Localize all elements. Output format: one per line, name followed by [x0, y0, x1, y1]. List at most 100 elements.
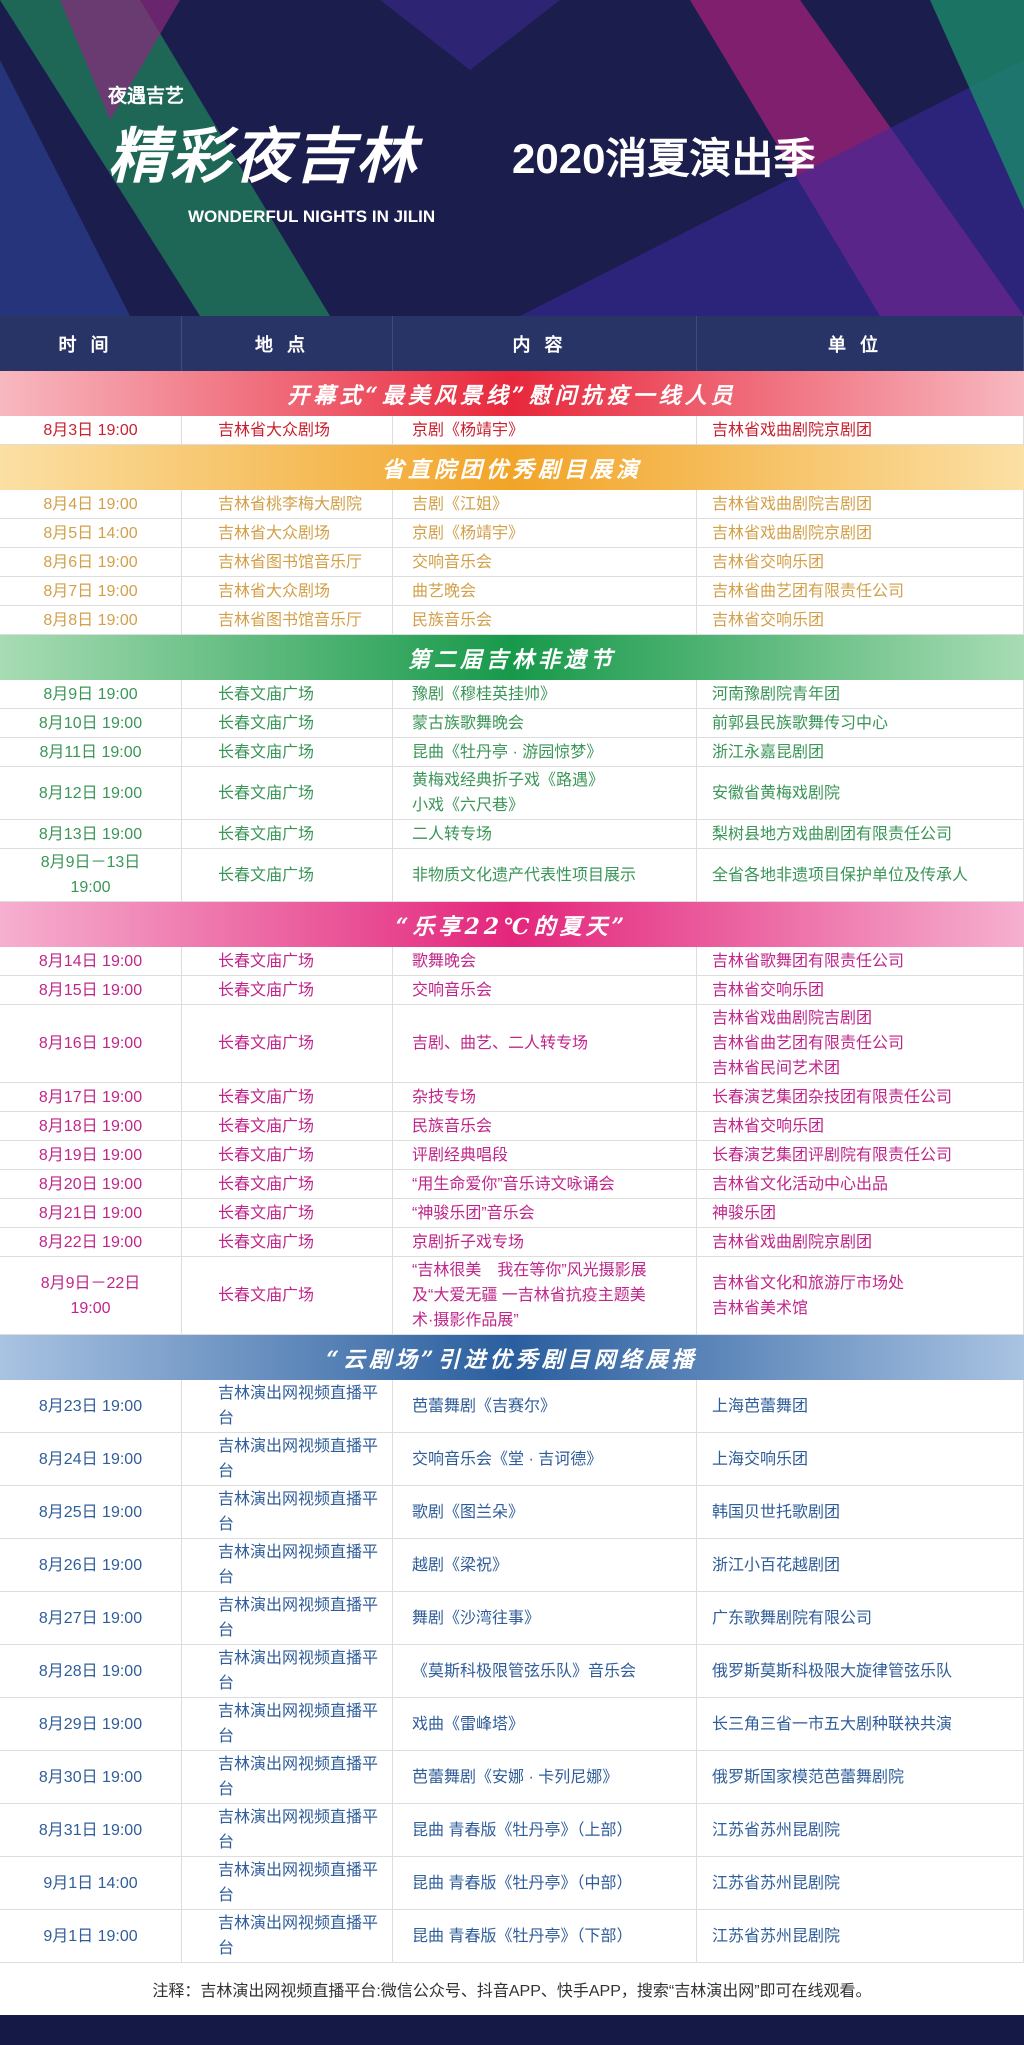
cell-place: 吉林演出网视频直播平台 [182, 1698, 393, 1750]
cell-content: 戏曲《雷峰塔》 [393, 1698, 697, 1750]
cell-content: 二人转专场 [393, 820, 697, 848]
cell-content: 昆曲 青春版《牡丹亭》（下部） [393, 1910, 697, 1962]
cell-unit: 吉林省文化活动中心出品 [697, 1170, 1024, 1198]
cell-unit: 吉林省交响乐团 [697, 976, 1024, 1004]
cell-time: 8月18日 19:00 [0, 1112, 182, 1140]
table-row: 8月22日 19:00 长春文庙广场 京剧折子戏专场 吉林省戏曲剧院京剧团 [0, 1228, 1024, 1257]
cell-content: 评剧经典唱段 [393, 1141, 697, 1169]
cell-time: 8月30日 19:00 [0, 1751, 182, 1803]
cell-time: 8月24日 19:00 [0, 1433, 182, 1485]
cell-content: 非物质文化遗产代表性项目展示 [393, 849, 697, 901]
banner-english: WONDERFUL NIGHTS IN JILIN [188, 207, 436, 226]
cell-unit: 河南豫剧院青年团 [697, 680, 1024, 708]
bottom-bar [0, 2015, 1024, 2045]
table-row: 8月27日 19:00 吉林演出网视频直播平台 舞剧《沙湾往事》 广东歌舞剧院有限公司 [0, 1592, 1024, 1645]
cell-time: 8月26日 19:00 [0, 1539, 182, 1591]
cell-unit: 吉林省戏曲剧院京剧团 [697, 1228, 1024, 1256]
cell-place: 长春文庙广场 [182, 976, 393, 1004]
section-band: 开幕式“最美风景线”慰问抗疫一线人员 [0, 371, 1024, 416]
section-band: 省直院团优秀剧目展演 [0, 445, 1024, 490]
cell-unit: 俄罗斯国家模范芭蕾舞剧院 [697, 1751, 1024, 1803]
table-row: 8月13日 19:00 长春文庙广场 二人转专场 梨树县地方戏曲剧团有限责任公司 [0, 820, 1024, 849]
header-place: 地点 [182, 316, 393, 371]
cell-place: 长春文庙广场 [182, 820, 393, 848]
cell-place: 吉林演出网视频直播平台 [182, 1592, 393, 1644]
table-row: 8月5日 14:00 吉林省大众剧场 京剧《杨靖宇》 吉林省戏曲剧院京剧团 [0, 519, 1024, 548]
cell-place: 吉林省大众剧场 [182, 416, 393, 444]
cell-place: 长春文庙广场 [182, 947, 393, 975]
cell-time: 8月23日 19:00 [0, 1380, 182, 1432]
cell-unit: 吉林省曲艺团有限责任公司 [697, 577, 1024, 605]
table-row: 8月8日 19:00 吉林省图书馆音乐厅 民族音乐会 吉林省交响乐团 [0, 606, 1024, 635]
table-row: 8月9日 19:00 长春文庙广场 豫剧《穆桂英挂帅》 河南豫剧院青年团 [0, 680, 1024, 709]
cell-content: 芭蕾舞剧《安娜 · 卡列尼娜》 [393, 1751, 697, 1803]
table-row: 8月15日 19:00 长春文庙广场 交响音乐会 吉林省交响乐团 [0, 976, 1024, 1005]
cell-time: 8月20日 19:00 [0, 1170, 182, 1198]
cell-time: 8月5日 14:00 [0, 519, 182, 547]
cell-time: 8月19日 19:00 [0, 1141, 182, 1169]
cell-time: 8月22日 19:00 [0, 1228, 182, 1256]
table-row: 8月19日 19:00 长春文庙广场 评剧经典唱段 长春演艺集团评剧院有限责任公司 [0, 1141, 1024, 1170]
cell-place: 吉林演出网视频直播平台 [182, 1910, 393, 1962]
cell-content: 越剧《梁祝》 [393, 1539, 697, 1591]
schedule-table: 开幕式“最美风景线”慰问抗疫一线人员 8月3日 19:00 吉林省大众剧场 京剧《杨靖… [0, 371, 1024, 1963]
table-row: 8月28日 19:00 吉林演出网视频直播平台 《莫斯科极限管弦乐队》音乐会 俄罗斯莫… [0, 1645, 1024, 1698]
cell-place: 长春文庙广场 [182, 849, 393, 901]
table-row: 8月21日 19:00 长春文庙广场 “神骏乐团”音乐会 神骏乐团 [0, 1199, 1024, 1228]
cell-content: 民族音乐会 [393, 1112, 697, 1140]
cell-unit: 吉林省戏曲剧院吉剧团 [697, 490, 1024, 518]
cell-time: 8月15日 19:00 [0, 976, 182, 1004]
cell-content: 黄梅戏经典折子戏《路遇》 小戏《六尺巷》 [393, 767, 697, 819]
cell-unit: 梨树县地方戏曲剧团有限责任公司 [697, 820, 1024, 848]
cell-time: 8月6日 19:00 [0, 548, 182, 576]
cell-unit: 前郭县民族歌舞传习中心 [697, 709, 1024, 737]
table-row: 8月30日 19:00 吉林演出网视频直播平台 芭蕾舞剧《安娜 · 卡列尼娜》 俄罗斯… [0, 1751, 1024, 1804]
cell-unit: 吉林省歌舞团有限责任公司 [697, 947, 1024, 975]
cell-place: 吉林演出网视频直播平台 [182, 1751, 393, 1803]
cell-place: 长春文庙广场 [182, 1141, 393, 1169]
cell-place: 长春文庙广场 [182, 1005, 393, 1082]
table-row: 8月4日 19:00 吉林省桃李梅大剧院 吉剧《江姐》 吉林省戏曲剧院吉剧团 [0, 490, 1024, 519]
cell-time: 9月1日 19:00 [0, 1910, 182, 1962]
table-row: 8月31日 19:00 吉林演出网视频直播平台 昆曲 青春版《牡丹亭》（上部） 江苏省… [0, 1804, 1024, 1857]
cell-unit: 吉林省戏曲剧院京剧团 [697, 416, 1024, 444]
table-row: 8月10日 19:00 长春文庙广场 蒙古族歌舞晚会 前郭县民族歌舞传习中心 [0, 709, 1024, 738]
cell-unit: 上海交响乐团 [697, 1433, 1024, 1485]
cell-place: 长春文庙广场 [182, 738, 393, 766]
table-row: 8月20日 19:00 长春文庙广场 “用生命爱你”音乐诗文咏诵会 吉林省文化活动中心… [0, 1170, 1024, 1199]
table-row: 8月6日 19:00 吉林省图书馆音乐厅 交响音乐会 吉林省交响乐团 [0, 548, 1024, 577]
header-time: 时间 [0, 316, 182, 371]
cell-place: 长春文庙广场 [182, 1083, 393, 1111]
cell-time: 8月25日 19:00 [0, 1486, 182, 1538]
cell-place: 长春文庙广场 [182, 1170, 393, 1198]
banner-subtitle: 夜遇吉艺 [108, 86, 185, 107]
cell-place: 吉林省大众剧场 [182, 577, 393, 605]
light-beams-graphic [0, 0, 1024, 316]
footnote: 注释：吉林演出网视频直播平台:微信公众号、抖音APP、快手APP，搜索“吉林演出… [152, 1983, 872, 2000]
cell-unit: 浙江永嘉昆剧团 [697, 738, 1024, 766]
table-row: 8月14日 19:00 长春文庙广场 歌舞晚会 吉林省歌舞团有限责任公司 [0, 947, 1024, 976]
cell-content: 吉剧《江姐》 [393, 490, 697, 518]
cell-unit: 全省各地非遗项目保护单位及传承人 [697, 849, 1024, 901]
cell-unit: 俄罗斯莫斯科极限大旋律管弦乐队 [697, 1645, 1024, 1697]
table-row: 8月3日 19:00 吉林省大众剧场 京剧《杨靖宇》 吉林省戏曲剧院京剧团 [0, 416, 1024, 445]
cell-unit: 浙江小百花越剧团 [697, 1539, 1024, 1591]
table-row: 8月12日 19:00 长春文庙广场 黄梅戏经典折子戏《路遇》 小戏《六尺巷》 安徽省… [0, 767, 1024, 820]
cell-unit: 吉林省交响乐团 [697, 548, 1024, 576]
cell-place: 长春文庙广场 [182, 1257, 393, 1334]
cell-content: 交响音乐会 [393, 548, 697, 576]
cell-place: 吉林演出网视频直播平台 [182, 1857, 393, 1909]
cell-unit: 江苏省苏州昆剧院 [697, 1910, 1024, 1962]
cell-place: 长春文庙广场 [182, 1199, 393, 1227]
cell-time: 8月17日 19:00 [0, 1083, 182, 1111]
cell-unit: 神骏乐团 [697, 1199, 1024, 1227]
table-header: 时间 地点 内容 单位 [0, 316, 1024, 371]
cell-content: 杂技专场 [393, 1083, 697, 1111]
cell-content: 蒙古族歌舞晚会 [393, 709, 697, 737]
cell-unit: 广东歌舞剧院有限公司 [697, 1592, 1024, 1644]
cell-time: 8月9日 19:00 [0, 680, 182, 708]
table-row: 9月1日 19:00 吉林演出网视频直播平台 昆曲 青春版《牡丹亭》（下部） 江苏省苏… [0, 1910, 1024, 1963]
table-row: 8月9日－22日 19:00 长春文庙广场 “吉林很美 我在等你”风光摄影展 及“大… [0, 1257, 1024, 1335]
cell-time: 8月4日 19:00 [0, 490, 182, 518]
cell-unit: 长三角三省一市五大剧种联袂共演 [697, 1698, 1024, 1750]
